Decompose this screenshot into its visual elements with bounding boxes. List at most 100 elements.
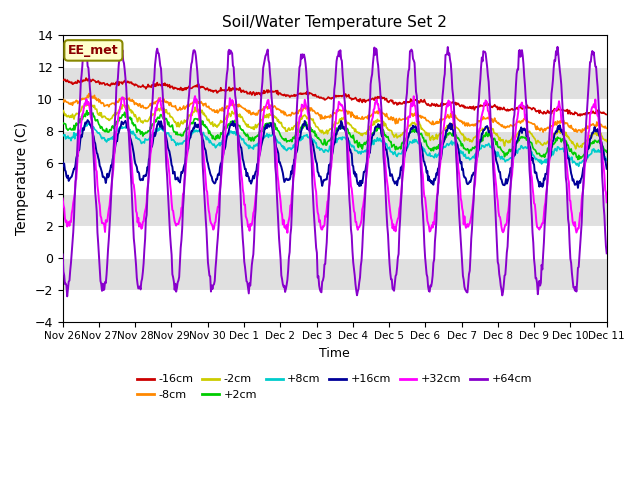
+64cm bbox=[401, 105, 409, 111]
+2cm bbox=[125, 115, 133, 121]
Legend: -16cm, -8cm, -2cm, +2cm, +8cm, +16cm, +32cm, +64cm: -16cm, -8cm, -2cm, +2cm, +8cm, +16cm, +3… bbox=[133, 370, 536, 405]
+32cm bbox=[603, 199, 611, 205]
X-axis label: Time: Time bbox=[319, 347, 350, 360]
-2cm bbox=[180, 117, 188, 123]
+8cm bbox=[59, 132, 67, 138]
+2cm bbox=[574, 156, 582, 162]
-16cm bbox=[603, 112, 611, 118]
+32cm bbox=[403, 142, 410, 148]
+32cm bbox=[180, 190, 188, 195]
Bar bbox=[63, 258, 607, 290]
Bar bbox=[63, 163, 607, 194]
Bar bbox=[63, 67, 607, 99]
-16cm bbox=[577, 113, 584, 119]
+8cm bbox=[603, 157, 611, 163]
+2cm bbox=[209, 133, 217, 139]
-16cm bbox=[401, 99, 409, 105]
-8cm bbox=[85, 91, 93, 96]
-16cm bbox=[180, 85, 188, 91]
Title: Soil/Water Temperature Set 2: Soil/Water Temperature Set 2 bbox=[222, 15, 447, 30]
-2cm bbox=[59, 108, 67, 113]
Bar bbox=[63, 226, 607, 258]
-2cm bbox=[417, 126, 425, 132]
+32cm bbox=[125, 127, 132, 133]
-2cm bbox=[603, 139, 611, 144]
+32cm bbox=[209, 227, 217, 232]
+8cm bbox=[417, 144, 425, 149]
-8cm bbox=[125, 95, 133, 101]
-8cm bbox=[59, 96, 67, 102]
+16cm bbox=[180, 162, 188, 168]
+64cm bbox=[63, 293, 71, 299]
Line: +32cm: +32cm bbox=[63, 96, 607, 233]
+64cm bbox=[125, 140, 133, 145]
+16cm bbox=[417, 144, 425, 150]
+32cm bbox=[418, 168, 426, 174]
+64cm bbox=[180, 180, 188, 185]
-16cm bbox=[59, 76, 67, 82]
-2cm bbox=[572, 146, 579, 152]
Line: +16cm: +16cm bbox=[63, 120, 607, 188]
Y-axis label: Temperature (C): Temperature (C) bbox=[15, 122, 29, 235]
-8cm bbox=[209, 108, 217, 113]
-8cm bbox=[578, 130, 586, 135]
+64cm bbox=[554, 44, 561, 50]
+32cm bbox=[68, 206, 76, 212]
-16cm bbox=[83, 75, 90, 81]
+32cm bbox=[191, 93, 199, 99]
+16cm bbox=[209, 179, 217, 185]
-2cm bbox=[401, 128, 409, 134]
Bar bbox=[63, 99, 607, 131]
+2cm bbox=[401, 137, 409, 143]
+16cm bbox=[68, 171, 76, 177]
+8cm bbox=[180, 138, 188, 144]
-2cm bbox=[68, 111, 76, 117]
Line: -16cm: -16cm bbox=[63, 78, 607, 116]
Line: +2cm: +2cm bbox=[63, 110, 607, 159]
Bar bbox=[63, 194, 607, 226]
Text: EE_met: EE_met bbox=[68, 44, 118, 57]
+8cm bbox=[209, 143, 217, 148]
Bar bbox=[63, 36, 607, 67]
Bar bbox=[63, 131, 607, 163]
+2cm bbox=[59, 121, 67, 127]
+8cm bbox=[125, 128, 133, 134]
Line: +8cm: +8cm bbox=[63, 123, 607, 166]
+2cm bbox=[603, 149, 611, 155]
+16cm bbox=[574, 185, 582, 191]
-8cm bbox=[417, 115, 425, 121]
+64cm bbox=[417, 176, 425, 181]
-16cm bbox=[125, 80, 133, 86]
+8cm bbox=[401, 145, 409, 151]
+64cm bbox=[69, 229, 77, 235]
+8cm bbox=[68, 135, 76, 141]
+2cm bbox=[83, 108, 91, 113]
+16cm bbox=[603, 166, 611, 172]
-16cm bbox=[417, 97, 425, 103]
+16cm bbox=[84, 117, 92, 123]
+32cm bbox=[59, 196, 67, 202]
-2cm bbox=[85, 101, 93, 107]
-16cm bbox=[68, 81, 76, 87]
Line: -2cm: -2cm bbox=[63, 104, 607, 149]
-2cm bbox=[125, 106, 133, 112]
+32cm bbox=[284, 230, 291, 236]
-8cm bbox=[603, 125, 611, 131]
+2cm bbox=[417, 131, 425, 136]
+16cm bbox=[125, 129, 133, 134]
Line: +64cm: +64cm bbox=[63, 47, 607, 296]
Line: -8cm: -8cm bbox=[63, 94, 607, 132]
+64cm bbox=[603, 251, 611, 256]
-8cm bbox=[68, 102, 76, 108]
+64cm bbox=[209, 282, 217, 288]
-8cm bbox=[180, 106, 188, 112]
+8cm bbox=[85, 120, 93, 126]
+2cm bbox=[68, 126, 76, 132]
+2cm bbox=[180, 129, 188, 134]
-2cm bbox=[209, 123, 217, 129]
-8cm bbox=[401, 116, 409, 121]
+64cm bbox=[59, 252, 67, 257]
+16cm bbox=[401, 148, 409, 154]
+8cm bbox=[575, 163, 582, 169]
+16cm bbox=[59, 160, 67, 166]
